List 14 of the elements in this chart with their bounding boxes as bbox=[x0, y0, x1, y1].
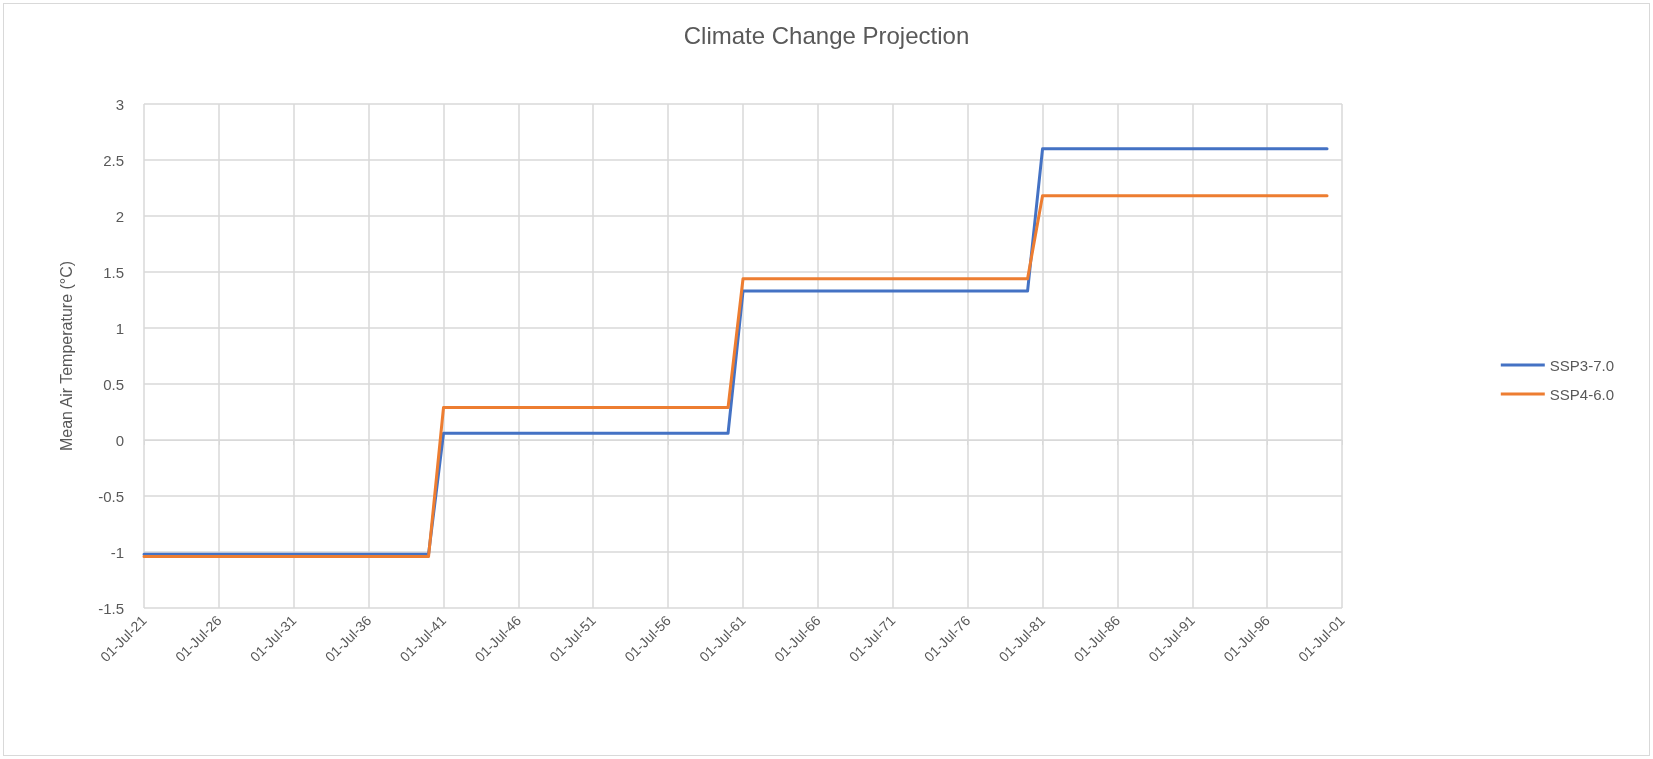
y-tick-label: -0.5 bbox=[98, 487, 124, 505]
y-tick-label: -1.5 bbox=[98, 599, 124, 617]
y-tick-label: -1 bbox=[110, 543, 124, 561]
y-tick-label: 0.5 bbox=[103, 375, 124, 393]
chart-title: Climate Change Projection bbox=[683, 21, 970, 49]
y-tick-label: 3 bbox=[115, 95, 124, 113]
legend-label: SSP3-7.0 bbox=[1549, 356, 1615, 374]
y-tick-label: 0 bbox=[115, 431, 124, 449]
y-tick-label: 1 bbox=[115, 319, 124, 337]
legend-label: SSP4-6.0 bbox=[1549, 385, 1615, 403]
y-tick-label: 2 bbox=[115, 207, 124, 225]
y-tick-label: 1.5 bbox=[103, 263, 124, 281]
y-axis-title: Mean Air Temperature (°C) bbox=[57, 260, 75, 452]
y-tick-label: 2.5 bbox=[103, 151, 124, 169]
